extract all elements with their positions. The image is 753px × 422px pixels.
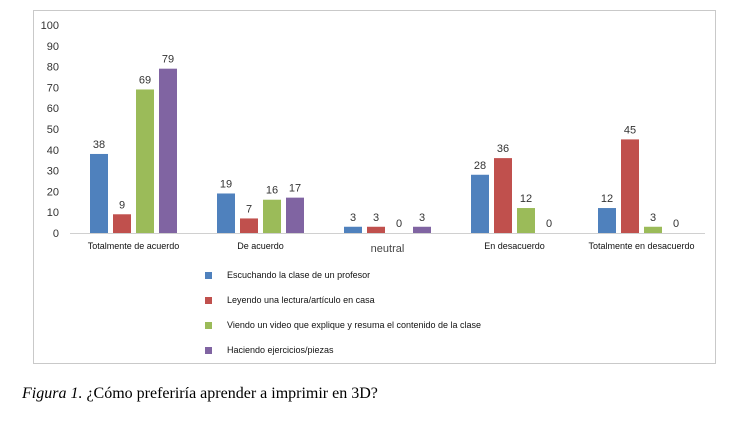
data-label: 3: [650, 212, 656, 224]
data-label: 36: [497, 143, 509, 155]
y-tick-label: 20: [47, 186, 59, 198]
x-axis-labels: Totalmente de acuerdo De acuerdo neutral En…: [88, 241, 695, 255]
data-labels: 38 9 69 79 19 7 16 17 3 3 0 3 28 36 12 0 12 45 3 0: [93, 54, 679, 230]
legend-item: Escuchando la clase de un profesor: [205, 268, 370, 282]
caption-text: ¿Cómo preferiría aprender a imprimir en …: [82, 385, 378, 402]
bars: [90, 68, 662, 234]
x-category-label: En desacuerdo: [484, 241, 545, 251]
caption-figure-label: Figura 1.: [22, 385, 83, 402]
data-label: 7: [246, 203, 252, 215]
data-label: 9: [119, 199, 125, 211]
bar: [217, 193, 235, 233]
legend-item: Viendo un video que explique y resuma el…: [205, 318, 481, 332]
y-tick-label: 90: [47, 41, 59, 53]
legend-label: Viendo un video que explique y resuma el…: [227, 320, 482, 330]
bar: [413, 226, 431, 233]
bar: [286, 197, 304, 233]
bar: [517, 208, 535, 233]
bar: [136, 89, 154, 233]
data-label: 45: [624, 124, 636, 136]
data-label: 28: [474, 160, 486, 172]
data-label: 3: [350, 212, 356, 224]
bar: [471, 174, 489, 233]
y-tick-label: 100: [41, 20, 59, 32]
y-tick-label: 80: [47, 62, 59, 74]
y-tick-label: 70: [47, 82, 59, 94]
bar: [621, 139, 639, 233]
data-label: 19: [220, 178, 232, 190]
data-label: 38: [93, 139, 105, 151]
bar: [494, 158, 512, 233]
data-label: 16: [266, 185, 278, 197]
legend-swatch: [205, 321, 212, 329]
bar: [344, 226, 362, 233]
bar: [644, 226, 662, 233]
data-label: 3: [419, 212, 425, 224]
bar: [598, 208, 616, 233]
x-category-label: neutral: [371, 243, 405, 255]
legend-swatch: [205, 346, 212, 354]
bar: [263, 199, 281, 233]
data-label: 3: [373, 212, 379, 224]
figure-caption: Figura 1. ¿Cómo preferiría aprender a im…: [22, 385, 378, 403]
legend-item: Haciendo ejercicios/piezas: [205, 343, 334, 357]
y-tick-label: 40: [47, 145, 59, 157]
legend-label: Leyendo una lectura/artículo en casa: [227, 295, 375, 305]
y-tick-label: 0: [53, 228, 59, 240]
data-label: 0: [546, 218, 552, 230]
data-label: 79: [162, 54, 174, 66]
y-tick-label: 50: [47, 124, 59, 136]
x-category-label: Totalmente de acuerdo: [88, 241, 180, 251]
bar: [240, 218, 258, 233]
bar: [90, 153, 108, 233]
legend-label: Haciendo ejercicios/piezas: [227, 345, 334, 355]
legend-item: Leyendo una lectura/artículo en casa: [205, 293, 375, 307]
legend-label: Escuchando la clase de un profesor: [227, 270, 371, 280]
legend-swatch: [205, 271, 212, 279]
y-tick-label: 30: [47, 166, 59, 178]
x-category-label: De acuerdo: [237, 241, 284, 251]
x-category-label: Totalmente en desacuerdo: [588, 241, 694, 251]
data-label: 69: [139, 74, 151, 86]
bar: [367, 226, 385, 233]
legend-swatch: [205, 296, 212, 304]
data-label: 12: [601, 193, 613, 205]
bar: [159, 68, 177, 234]
y-tick-label: 60: [47, 103, 59, 115]
bar: [113, 214, 131, 233]
data-label: 0: [396, 218, 402, 230]
data-label: 12: [520, 193, 532, 205]
data-label: 17: [289, 183, 301, 195]
y-tick-label: 10: [47, 207, 59, 219]
data-label: 0: [673, 218, 679, 230]
